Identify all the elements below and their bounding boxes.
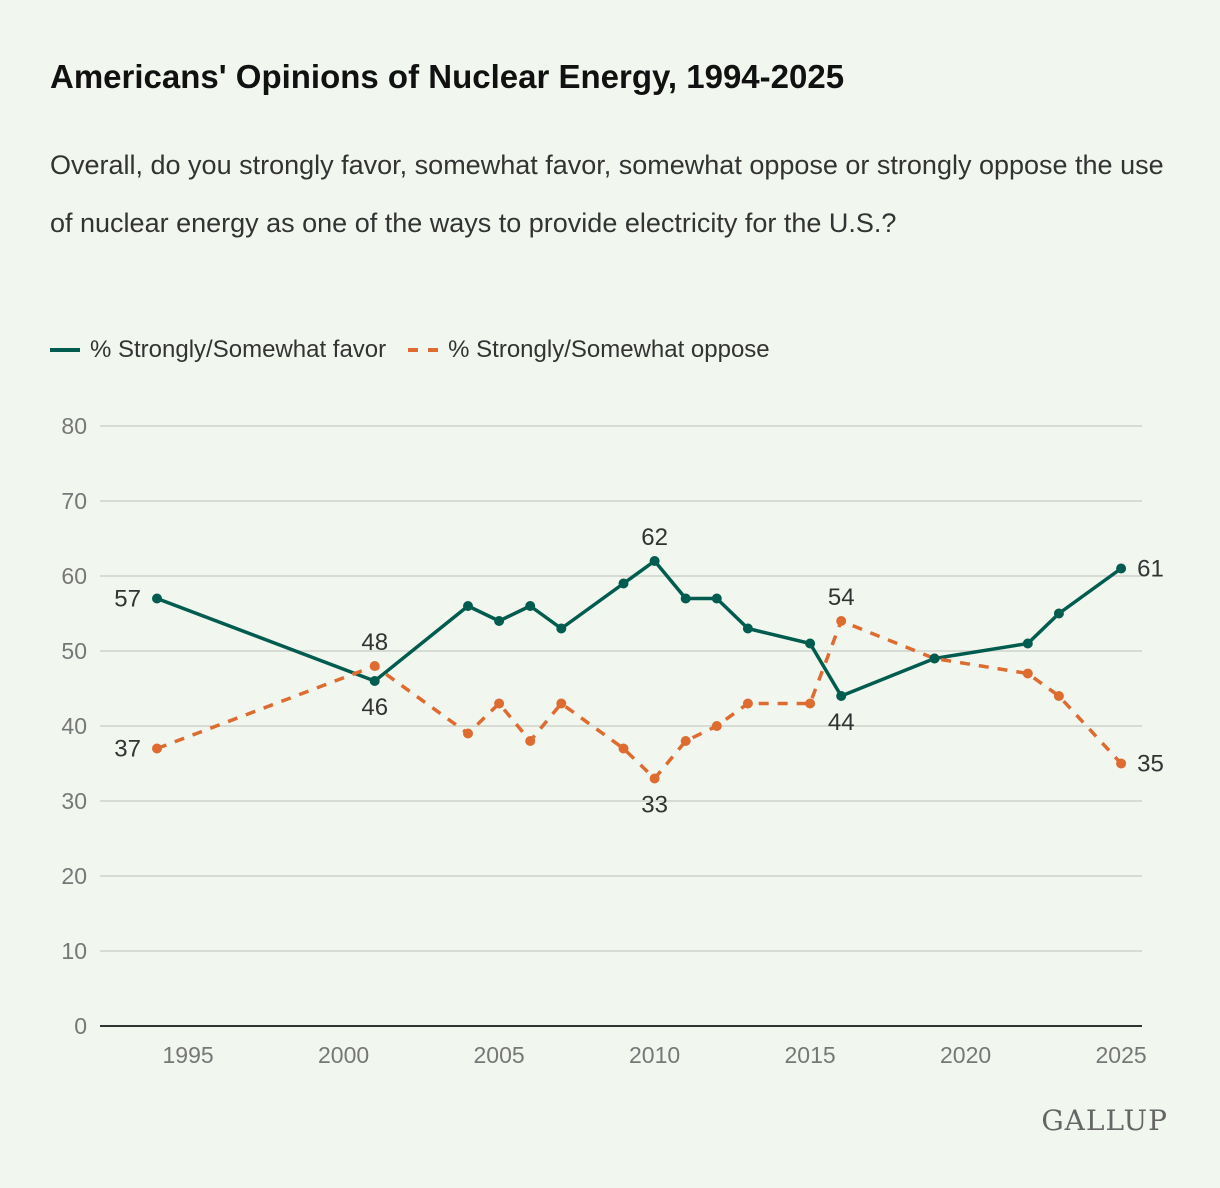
data-point bbox=[494, 616, 505, 626]
data-point bbox=[680, 593, 691, 604]
data-label: 57 bbox=[114, 586, 141, 613]
y-tick-label: 70 bbox=[61, 488, 87, 514]
data-point bbox=[556, 623, 567, 634]
legend-label-favor: % Strongly/Somewhat favor bbox=[90, 336, 387, 363]
data-point bbox=[525, 736, 536, 746]
data-point bbox=[805, 698, 816, 709]
data-point bbox=[618, 578, 629, 589]
data-point bbox=[836, 616, 847, 626]
chart-title: Americans' Opinions of Nuclear Energy, 1… bbox=[50, 58, 845, 95]
y-tick-label: 60 bbox=[61, 563, 87, 589]
data-point bbox=[152, 593, 162, 604]
x-tick-label: 2015 bbox=[785, 1042, 836, 1068]
x-tick-label: 2000 bbox=[318, 1042, 369, 1068]
legend-swatch-oppose bbox=[408, 348, 439, 352]
data-point bbox=[836, 691, 847, 701]
series-line-0 bbox=[156, 559, 1123, 698]
data-point bbox=[742, 623, 753, 634]
legend-label-oppose: % Strongly/Somewhat oppose bbox=[448, 336, 770, 363]
data-point bbox=[711, 593, 722, 604]
x-tick-label: 2025 bbox=[1096, 1042, 1147, 1068]
data-label: 61 bbox=[1137, 556, 1164, 583]
data-label: 46 bbox=[361, 694, 388, 721]
data-label: 54 bbox=[828, 584, 855, 611]
data-point bbox=[1053, 691, 1064, 701]
data-point bbox=[1022, 638, 1033, 649]
data-point bbox=[742, 698, 753, 709]
y-tick-label: 20 bbox=[61, 863, 87, 889]
data-point bbox=[369, 676, 380, 686]
data-point bbox=[525, 601, 536, 611]
data-label: 33 bbox=[641, 792, 668, 819]
chart-subtitle: Overall, do you strongly favor, somewhat… bbox=[50, 150, 1164, 238]
x-tick-label: 2010 bbox=[629, 1042, 680, 1068]
data-point bbox=[152, 743, 162, 754]
data-point bbox=[494, 698, 505, 709]
y-tick-label: 10 bbox=[61, 938, 87, 964]
data-point bbox=[556, 698, 567, 709]
data-point bbox=[369, 661, 380, 671]
series-line-1 bbox=[156, 619, 1123, 781]
data-point bbox=[649, 556, 660, 566]
legend-item-oppose: % Strongly/Somewhat oppose bbox=[408, 336, 770, 364]
gallup-logo: GALLUP bbox=[1041, 1104, 1168, 1137]
data-label: 37 bbox=[114, 736, 141, 763]
data-point bbox=[805, 638, 816, 649]
data-label: 44 bbox=[828, 709, 855, 736]
y-tick-label: 30 bbox=[61, 788, 87, 814]
y-tick-label: 0 bbox=[74, 1013, 87, 1039]
data-point bbox=[618, 743, 629, 754]
x-tick-label: 2005 bbox=[474, 1042, 525, 1068]
legend: % Strongly/Somewhat favor % Strongly/Som… bbox=[50, 336, 792, 364]
x-tick-label: 1995 bbox=[163, 1042, 214, 1068]
data-label: 62 bbox=[641, 524, 668, 551]
legend-swatch-favor bbox=[50, 348, 80, 352]
data-point bbox=[680, 736, 691, 746]
y-tick-label: 80 bbox=[61, 413, 87, 439]
x-tick-label: 2020 bbox=[940, 1042, 991, 1068]
data-point bbox=[463, 601, 473, 611]
data-label: 48 bbox=[361, 629, 388, 656]
y-tick-label: 50 bbox=[61, 638, 87, 664]
data-point bbox=[1053, 608, 1064, 619]
data-point bbox=[711, 721, 722, 731]
data-point bbox=[649, 773, 660, 784]
data-point bbox=[463, 728, 473, 739]
y-tick-label: 40 bbox=[61, 713, 87, 739]
data-point bbox=[1022, 668, 1033, 679]
data-point bbox=[1116, 758, 1127, 769]
legend-item-favor: % Strongly/Somewhat favor bbox=[50, 336, 386, 364]
data-point bbox=[1116, 563, 1127, 574]
data-label: 35 bbox=[1137, 751, 1164, 778]
data-point bbox=[929, 653, 940, 664]
